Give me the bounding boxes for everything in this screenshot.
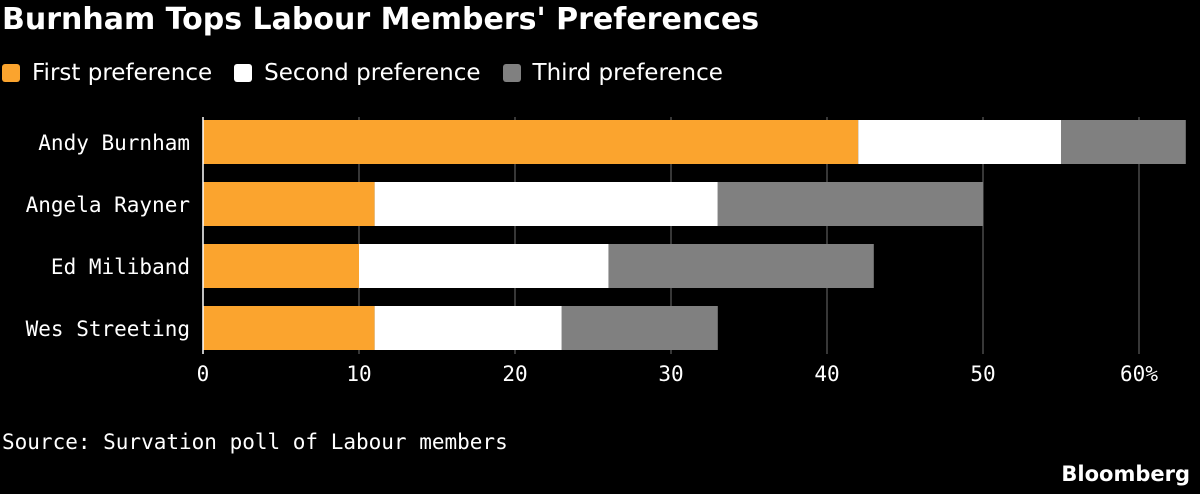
bar-andy-burnham-series-3	[1061, 120, 1186, 164]
x-tick-label: 60%	[1120, 362, 1158, 386]
legend-item-first: First preference	[2, 60, 212, 86]
legend-swatch-third	[502, 64, 521, 82]
bar-ed-miliband-series-1	[203, 244, 359, 288]
brand-logo: Bloomberg	[1061, 462, 1190, 486]
chart-title: Burnham Tops Labour Members' Preferences	[2, 2, 760, 37]
legend: First preference Second preference Third…	[2, 60, 745, 86]
legend-swatch-first	[2, 64, 20, 82]
legend-swatch-second	[234, 64, 253, 82]
category-label: Wes Streeting	[26, 317, 190, 341]
legend-label-second: Second preference	[264, 60, 481, 86]
category-label: Ed Miliband	[51, 255, 190, 279]
bar-wes-streeting-series-1	[203, 306, 375, 350]
legend-label-first: First preference	[32, 60, 213, 86]
bar-ed-miliband-series-3	[608, 244, 874, 288]
x-tick-label: 20	[502, 362, 527, 386]
x-tick-label: 0	[197, 362, 210, 386]
category-label: Angela Rayner	[26, 193, 190, 217]
source-note: Source: Survation poll of Labour members	[2, 430, 508, 454]
legend-item-second: Second preference	[234, 60, 481, 86]
legend-label-third: Third preference	[532, 60, 723, 86]
x-tick-label: 30	[658, 362, 683, 386]
category-label: Andy Burnham	[38, 131, 190, 155]
x-tick-label: 10	[346, 362, 371, 386]
bar-ed-miliband-series-2	[359, 244, 609, 288]
bar-angela-rayner-series-3	[717, 182, 983, 226]
bar-andy-burnham-series-1	[203, 120, 859, 164]
bar-andy-burnham-series-2	[858, 120, 1061, 164]
bar-angela-rayner-series-2	[374, 182, 718, 226]
legend-item-third: Third preference	[502, 60, 723, 86]
x-tick-label: 40	[814, 362, 839, 386]
bar-wes-streeting-series-3	[561, 306, 718, 350]
bar-wes-streeting-series-2	[374, 306, 562, 350]
bar-angela-rayner-series-1	[203, 182, 375, 226]
x-tick-label: 50	[970, 362, 995, 386]
